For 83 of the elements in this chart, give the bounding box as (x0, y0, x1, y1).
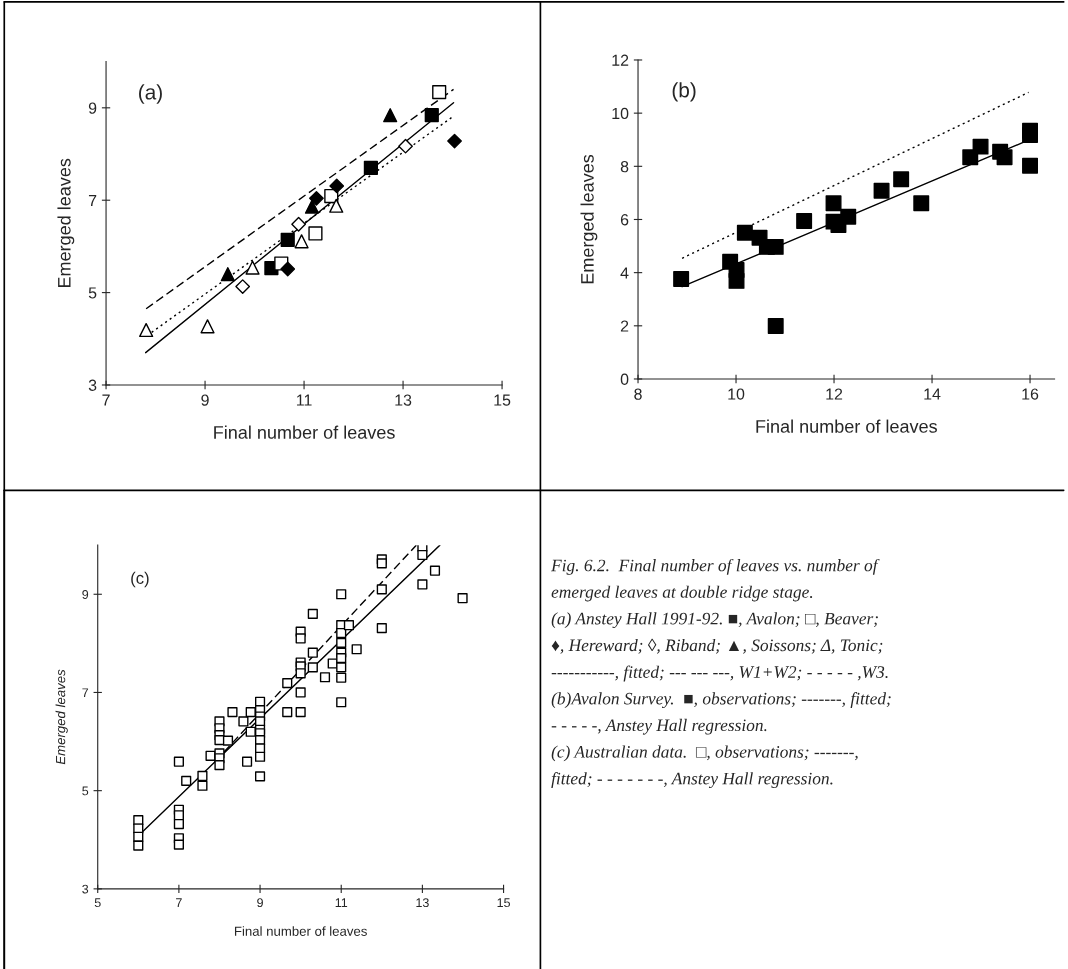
point (329, 198, 344, 213)
x-axis-title: Final number of leaves (756, 419, 937, 433)
y-tick-label: 5 (88, 287, 97, 299)
y-tick-label: 4 (620, 267, 629, 279)
y-tick-label: 5 (82, 786, 89, 796)
x-axis-title: Final number of leaves (234, 926, 367, 936)
point (728, 272, 745, 289)
x-tick-label: 12 (826, 388, 843, 400)
point (280, 261, 296, 277)
point (308, 226, 323, 241)
y-axis-title: Emerged leaves (580, 154, 598, 284)
annotation: (c) (131, 571, 149, 588)
y-tick-label: 3 (88, 379, 97, 391)
point (736, 224, 753, 241)
point (1022, 126, 1039, 143)
annotation: (a) (139, 84, 162, 104)
point (280, 232, 295, 248)
y-axis-title: Emerged leaves (55, 669, 68, 765)
y-tick-label: 7 (82, 688, 89, 697)
x-tick-label: 16 (1022, 388, 1039, 400)
text: (c) Australian data. □, observations; -------, (551, 745, 858, 762)
point (398, 138, 413, 154)
y-tick-label: 9 (82, 590, 89, 599)
point (767, 318, 784, 335)
point (1022, 157, 1039, 174)
y-tick-label: 2 (620, 320, 629, 332)
point (873, 182, 890, 199)
point (245, 260, 260, 275)
x-tick-label: 11 (296, 394, 312, 406)
x-tick-label: 15 (497, 898, 510, 908)
text: (b)Avalon Survey. ■, observations; -------, fitted; (551, 692, 891, 709)
point (139, 322, 154, 338)
x-tick-label: 8 (634, 388, 642, 400)
point (363, 160, 378, 175)
y-tick-label: 0 (620, 373, 629, 385)
x-tick-label: 10 (728, 388, 745, 400)
x-tick-label: 9 (257, 898, 263, 908)
y-tick-label: 10 (612, 107, 629, 120)
point (304, 199, 320, 214)
point (447, 133, 462, 149)
point (840, 208, 857, 225)
x-tick-label: 7 (102, 394, 110, 406)
x-tick-label: 14 (924, 388, 941, 400)
point (424, 108, 439, 123)
caption: Fig. 6.2. Final number of leaves vs. number of (551, 558, 880, 575)
y-tick-label: 9 (88, 102, 97, 114)
x-tick-label: 15 (494, 394, 511, 406)
text: (a) Anstey Hall 1991-92. ■, Avalon; □, Beaver; (551, 612, 878, 629)
point (432, 85, 447, 100)
point (220, 267, 235, 282)
point (309, 190, 324, 206)
x-tick-label: 13 (416, 898, 429, 908)
y-tick-label: 7 (88, 195, 97, 206)
x-tick-label: 11 (335, 898, 348, 907)
annotation: (b) (672, 82, 696, 102)
x-tick-label: 9 (201, 394, 209, 406)
x-axis-title: Final number of leaves (214, 425, 395, 439)
point (294, 234, 309, 249)
y-tick-label: 6 (620, 214, 629, 226)
y-axis-title: Emerged leaves (57, 158, 75, 288)
point (291, 216, 307, 232)
point (913, 195, 930, 212)
point (383, 108, 398, 123)
x-tick-label: 13 (395, 394, 412, 406)
point (972, 138, 989, 155)
text: -----------, fitted; --- --- ---, W1+W2; - - - - - ,W3. (551, 665, 888, 682)
text: ♦, Hereward; ◊, Riband; ▲, Soissons; Δ, Tonic; (551, 638, 883, 654)
point (673, 271, 690, 288)
point (767, 238, 784, 255)
y-tick-label: 8 (620, 160, 629, 173)
y-tick-label: 3 (82, 884, 89, 894)
point (893, 171, 910, 188)
point (235, 279, 251, 295)
text: - - - - -, Anstey Hall regression. (551, 718, 767, 735)
y-tick-label: 12 (612, 54, 629, 66)
point (796, 213, 813, 230)
text: emerged leaves at double ridge stage. (551, 585, 813, 602)
point (825, 195, 842, 212)
x-tick-label: 7 (176, 898, 182, 907)
point (329, 178, 345, 194)
text: fitted; - - - - - - -, Anstey Hall regression. (551, 772, 833, 789)
point (200, 319, 215, 334)
point (996, 149, 1013, 166)
